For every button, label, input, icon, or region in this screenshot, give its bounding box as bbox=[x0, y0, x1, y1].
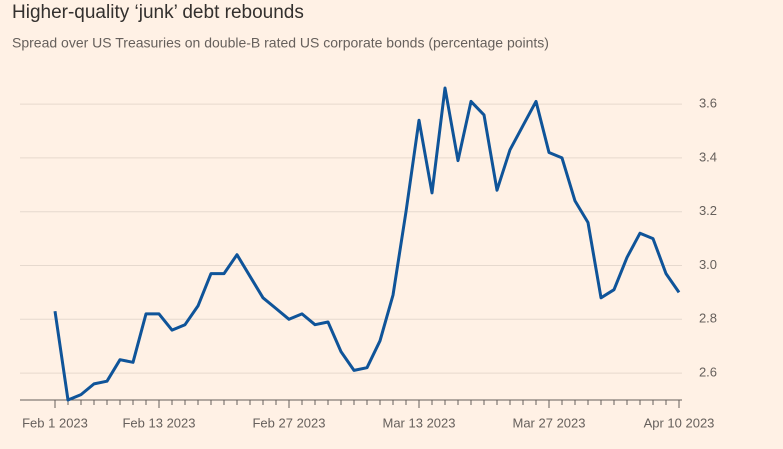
x-tick-label: Feb 27 2023 bbox=[252, 415, 325, 430]
y-tick-label: 2.6 bbox=[699, 365, 717, 380]
x-tick-label: Feb 13 2023 bbox=[122, 415, 195, 430]
y-tick-label: 3.2 bbox=[699, 203, 717, 218]
chart-title: Higher-quality ‘junk’ debt rebounds bbox=[12, 2, 304, 23]
y-tick-label: 2.8 bbox=[699, 311, 717, 326]
chart-subtitle: Spread over US Treasuries on double-B ra… bbox=[12, 35, 549, 51]
y-tick-label: 3.0 bbox=[699, 257, 717, 272]
x-tick-label: Mar 13 2023 bbox=[383, 415, 456, 430]
line-series bbox=[53, 86, 681, 402]
x-tick-label: Feb 1 2023 bbox=[22, 415, 88, 430]
y-tick-label: 3.6 bbox=[699, 96, 717, 111]
y-tick-label: 3.4 bbox=[699, 149, 717, 164]
x-tick-label: Mar 27 2023 bbox=[513, 415, 586, 430]
x-tick-label: Apr 10 2023 bbox=[644, 415, 715, 430]
